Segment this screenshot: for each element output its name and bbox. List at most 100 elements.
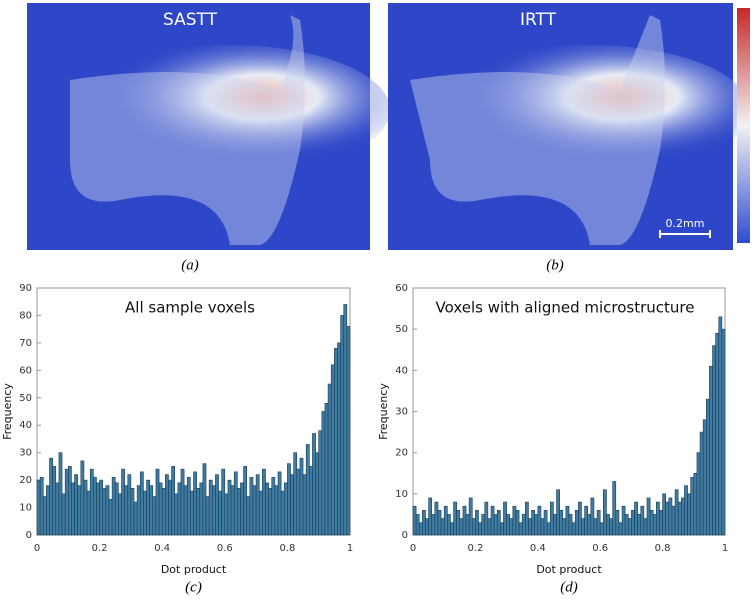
bar	[205, 496, 210, 536]
caption: (b)	[546, 257, 564, 273]
y-tick-label: 60	[19, 365, 32, 376]
bar	[149, 485, 154, 536]
bar	[677, 501, 682, 536]
caption: (d)	[560, 579, 578, 595]
bar	[299, 457, 304, 536]
bar	[224, 493, 229, 536]
bar	[174, 493, 179, 536]
y-tick-label: 30	[395, 407, 408, 418]
bar	[89, 468, 94, 536]
bar	[293, 452, 298, 536]
x-tick-label: 0.6	[592, 543, 608, 554]
bar	[512, 505, 517, 536]
caption: (c)	[185, 579, 202, 595]
bar	[471, 518, 476, 536]
y-tick-label: 0	[402, 530, 408, 541]
bar	[74, 474, 78, 536]
bar	[42, 496, 47, 536]
bar	[208, 479, 213, 536]
bar	[218, 490, 222, 536]
bar	[643, 518, 648, 536]
bar	[612, 481, 617, 536]
y-tick-label: 20	[19, 475, 32, 486]
bar	[546, 522, 551, 536]
bar	[690, 477, 695, 536]
bar	[327, 383, 332, 536]
bar	[161, 488, 166, 536]
bar	[93, 477, 97, 536]
y-tick-label: 60	[395, 283, 408, 294]
bar	[587, 514, 592, 536]
bar	[687, 493, 691, 536]
bar	[525, 501, 529, 536]
bar	[177, 482, 182, 536]
bar	[559, 509, 564, 536]
bar	[596, 509, 601, 536]
y-tick-label: 90	[19, 283, 32, 294]
bar	[506, 514, 511, 536]
y-tick-label: 30	[19, 448, 32, 459]
panel-title: SASTT	[163, 10, 218, 30]
bar	[671, 505, 676, 536]
panel-title: IRTT	[520, 10, 557, 30]
bar	[459, 518, 464, 536]
bar	[80, 460, 85, 536]
bar	[202, 463, 207, 536]
bar	[481, 514, 486, 536]
bar	[133, 501, 138, 536]
bar	[262, 468, 266, 536]
bar	[237, 488, 241, 536]
bar	[681, 497, 685, 536]
bar	[108, 499, 113, 536]
y-axis-label: Frequency	[377, 383, 390, 440]
bar	[574, 509, 579, 536]
bar	[434, 501, 439, 536]
bar	[518, 522, 523, 536]
x-tick-label: 0.4	[530, 543, 546, 554]
bar	[36, 479, 41, 536]
bar	[127, 474, 132, 536]
bar	[324, 402, 329, 536]
bar	[99, 479, 104, 536]
chart-title: All sample voxels	[125, 299, 255, 317]
bar	[52, 466, 57, 536]
bar	[490, 505, 495, 536]
bar	[500, 522, 504, 536]
caption: (a)	[181, 257, 199, 273]
y-tick-label: 70	[19, 338, 32, 349]
bar	[158, 482, 163, 536]
bar	[422, 509, 426, 536]
bar	[143, 490, 147, 536]
x-tick-label: 0.2	[92, 543, 108, 554]
image-feature	[430, 45, 750, 175]
bar	[171, 466, 176, 536]
bar	[705, 398, 710, 536]
bar	[693, 472, 698, 536]
bar	[121, 468, 125, 536]
bar	[302, 474, 307, 536]
bar	[139, 471, 144, 536]
bar	[321, 411, 326, 536]
bar	[318, 430, 323, 536]
bar	[346, 326, 351, 536]
bar	[315, 452, 320, 536]
bar	[699, 431, 704, 536]
bar	[252, 485, 257, 536]
bar	[155, 468, 160, 536]
bar	[55, 482, 60, 536]
y-tick-label: 20	[395, 448, 408, 459]
y-tick-label: 80	[19, 310, 32, 321]
bar	[296, 468, 301, 536]
bar	[337, 342, 341, 536]
bar	[590, 497, 595, 536]
bar	[581, 518, 585, 536]
bar	[556, 489, 560, 536]
bar	[211, 485, 216, 536]
colorbar	[737, 8, 750, 243]
y-axis-label: Frequency	[1, 383, 14, 440]
x-tick-label: 0.8	[279, 543, 295, 554]
bar	[277, 471, 282, 536]
x-tick-label: 0	[410, 543, 416, 554]
bar	[305, 444, 310, 536]
x-tick-label: 1	[347, 543, 353, 554]
